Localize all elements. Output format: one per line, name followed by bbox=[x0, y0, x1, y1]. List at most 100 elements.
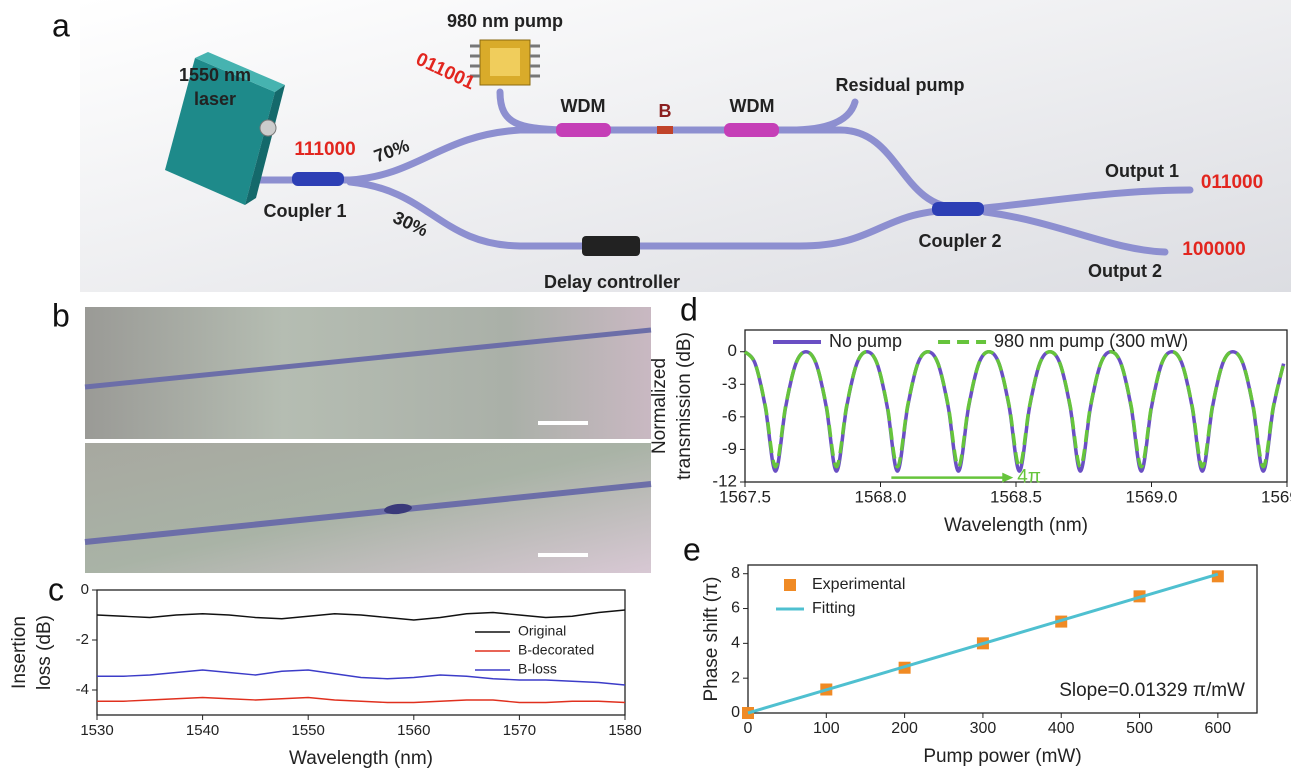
fiber-upper bbox=[241, 126, 964, 212]
code-label: 111000 bbox=[294, 139, 355, 160]
x-tick-label: 1568.5 bbox=[990, 487, 1042, 506]
arrow-head bbox=[1002, 472, 1014, 483]
y-tick-label: -4 bbox=[76, 681, 89, 698]
delay-controller bbox=[582, 236, 640, 256]
y-axis-title: loss (dB) bbox=[34, 615, 55, 690]
x-tick-label: 1567.5 bbox=[719, 487, 771, 506]
micrograph-top bbox=[85, 307, 651, 439]
legend-label: Fitting bbox=[812, 600, 856, 617]
fiber-lower bbox=[346, 178, 964, 250]
y-tick-label: -3 bbox=[722, 374, 737, 393]
scale-bar bbox=[538, 553, 588, 557]
fiber-image bbox=[84, 327, 652, 390]
label: Coupler 1 bbox=[263, 201, 346, 221]
panel-label: a bbox=[52, 7, 70, 43]
panel-label: e bbox=[683, 531, 701, 567]
label: Delay controller bbox=[544, 272, 680, 292]
fiber-output-1 bbox=[981, 186, 1194, 212]
legend-label: No pump bbox=[829, 331, 902, 351]
x-tick-label: 1569.0 bbox=[1126, 487, 1178, 506]
series-line bbox=[96, 609, 626, 621]
scale-bar bbox=[538, 421, 588, 425]
y-tick-label: -9 bbox=[722, 439, 737, 458]
fiber-pump bbox=[496, 88, 564, 134]
label: B bbox=[659, 101, 672, 121]
diagram-labels: 1550 nm laser 980 nm pump Residual pump … bbox=[179, 11, 1263, 292]
legend-label: B-decorated bbox=[518, 642, 594, 658]
x-axis-title: Wavelength (nm) bbox=[289, 748, 433, 769]
x-tick-label: 1560 bbox=[397, 722, 430, 739]
x-tick-label: 400 bbox=[1048, 720, 1075, 737]
x-tick-label: 500 bbox=[1126, 720, 1153, 737]
series-line bbox=[747, 572, 1219, 715]
plot-frame bbox=[96, 589, 626, 716]
point bbox=[1211, 570, 1224, 583]
panel-label: c bbox=[48, 571, 64, 607]
x-tick-label: 200 bbox=[891, 720, 918, 737]
x-tick-label: 1550 bbox=[292, 722, 325, 739]
y-tick-label: -12 bbox=[712, 471, 737, 490]
y-axis-title: Insertion bbox=[9, 616, 30, 689]
annotation-text: 4π bbox=[1017, 467, 1041, 488]
panel-labels: a b c d e bbox=[48, 7, 701, 607]
y-tick-label: 6 bbox=[731, 600, 740, 617]
label: Output 1 bbox=[1105, 161, 1179, 181]
chart: 1530 1540 1550 1560 1570 1580 0 -2 -4 Wavelength … bbox=[9, 581, 642, 769]
series-line bbox=[97, 669, 626, 686]
y-tick-label: 0 bbox=[81, 581, 89, 598]
label: WDM bbox=[730, 96, 775, 116]
fibers bbox=[241, 88, 1194, 256]
y-tick-label: -2 bbox=[76, 631, 89, 648]
pump bbox=[470, 39, 540, 86]
x-tick-label: 1570 bbox=[503, 722, 536, 739]
legend-label: Experimental bbox=[812, 576, 905, 593]
y-tick-label: -6 bbox=[722, 406, 737, 425]
pump-pins bbox=[470, 44, 540, 78]
laser-knob bbox=[259, 119, 277, 137]
micrograph-bottom bbox=[85, 443, 651, 573]
code-label: 011000 bbox=[1201, 172, 1263, 193]
y-axis-title: Normalized bbox=[649, 358, 670, 454]
code-label: 100000 bbox=[1182, 239, 1245, 260]
wdm-1 bbox=[556, 123, 611, 137]
fiber-output-2 bbox=[981, 208, 1169, 256]
b-deposit bbox=[384, 503, 412, 515]
y-tick-label: 0 bbox=[728, 341, 737, 360]
legend-label: B-loss bbox=[518, 661, 557, 677]
plot-frame bbox=[747, 564, 1258, 714]
series-line bbox=[743, 349, 1286, 469]
label: 1550 nm bbox=[179, 65, 251, 85]
wdm-2 bbox=[724, 123, 779, 137]
x-tick-label: 1580 bbox=[608, 722, 641, 739]
coupler-2 bbox=[932, 202, 984, 216]
micrographs bbox=[84, 307, 652, 573]
x-tick-label: 100 bbox=[813, 720, 840, 737]
legend-label: 980 nm pump (300 mW) bbox=[994, 331, 1188, 351]
label: Residual pump bbox=[835, 75, 964, 95]
chart: 0 100 200 300 400 500 600 0 2 4 6 8 Pump power (mW) P… bbox=[701, 564, 1258, 767]
x-tick-label: 1530 bbox=[80, 722, 113, 739]
x-tick-label: 0 bbox=[744, 720, 753, 737]
legend-label: Original bbox=[518, 623, 566, 639]
chart: 1567.5 1568.0 1568.5 1569.0 1569.5 0 -3 -6 -9 -12… bbox=[649, 329, 1291, 536]
label: WDM bbox=[561, 96, 606, 116]
laser-side bbox=[245, 85, 285, 205]
x-tick-label: 1569.5 bbox=[1261, 487, 1291, 506]
annotation-text: Slope=0.01329 π/mW bbox=[1059, 680, 1245, 701]
series-line bbox=[97, 696, 626, 704]
y-tick-label: 8 bbox=[731, 565, 740, 582]
x-tick-label: 1568.0 bbox=[855, 487, 907, 506]
label: laser bbox=[194, 89, 236, 109]
y-axis-title: transmission (dB) bbox=[674, 332, 695, 480]
fiber-image bbox=[84, 481, 652, 545]
panel-label: d bbox=[680, 291, 698, 327]
y-tick-label: 4 bbox=[731, 635, 740, 652]
y-tick-label: 0 bbox=[731, 704, 740, 721]
pump-top bbox=[490, 48, 520, 76]
label: 980 nm pump bbox=[447, 11, 563, 31]
label: Coupler 2 bbox=[918, 231, 1001, 251]
b-section bbox=[657, 126, 673, 134]
laser-top bbox=[195, 52, 285, 92]
